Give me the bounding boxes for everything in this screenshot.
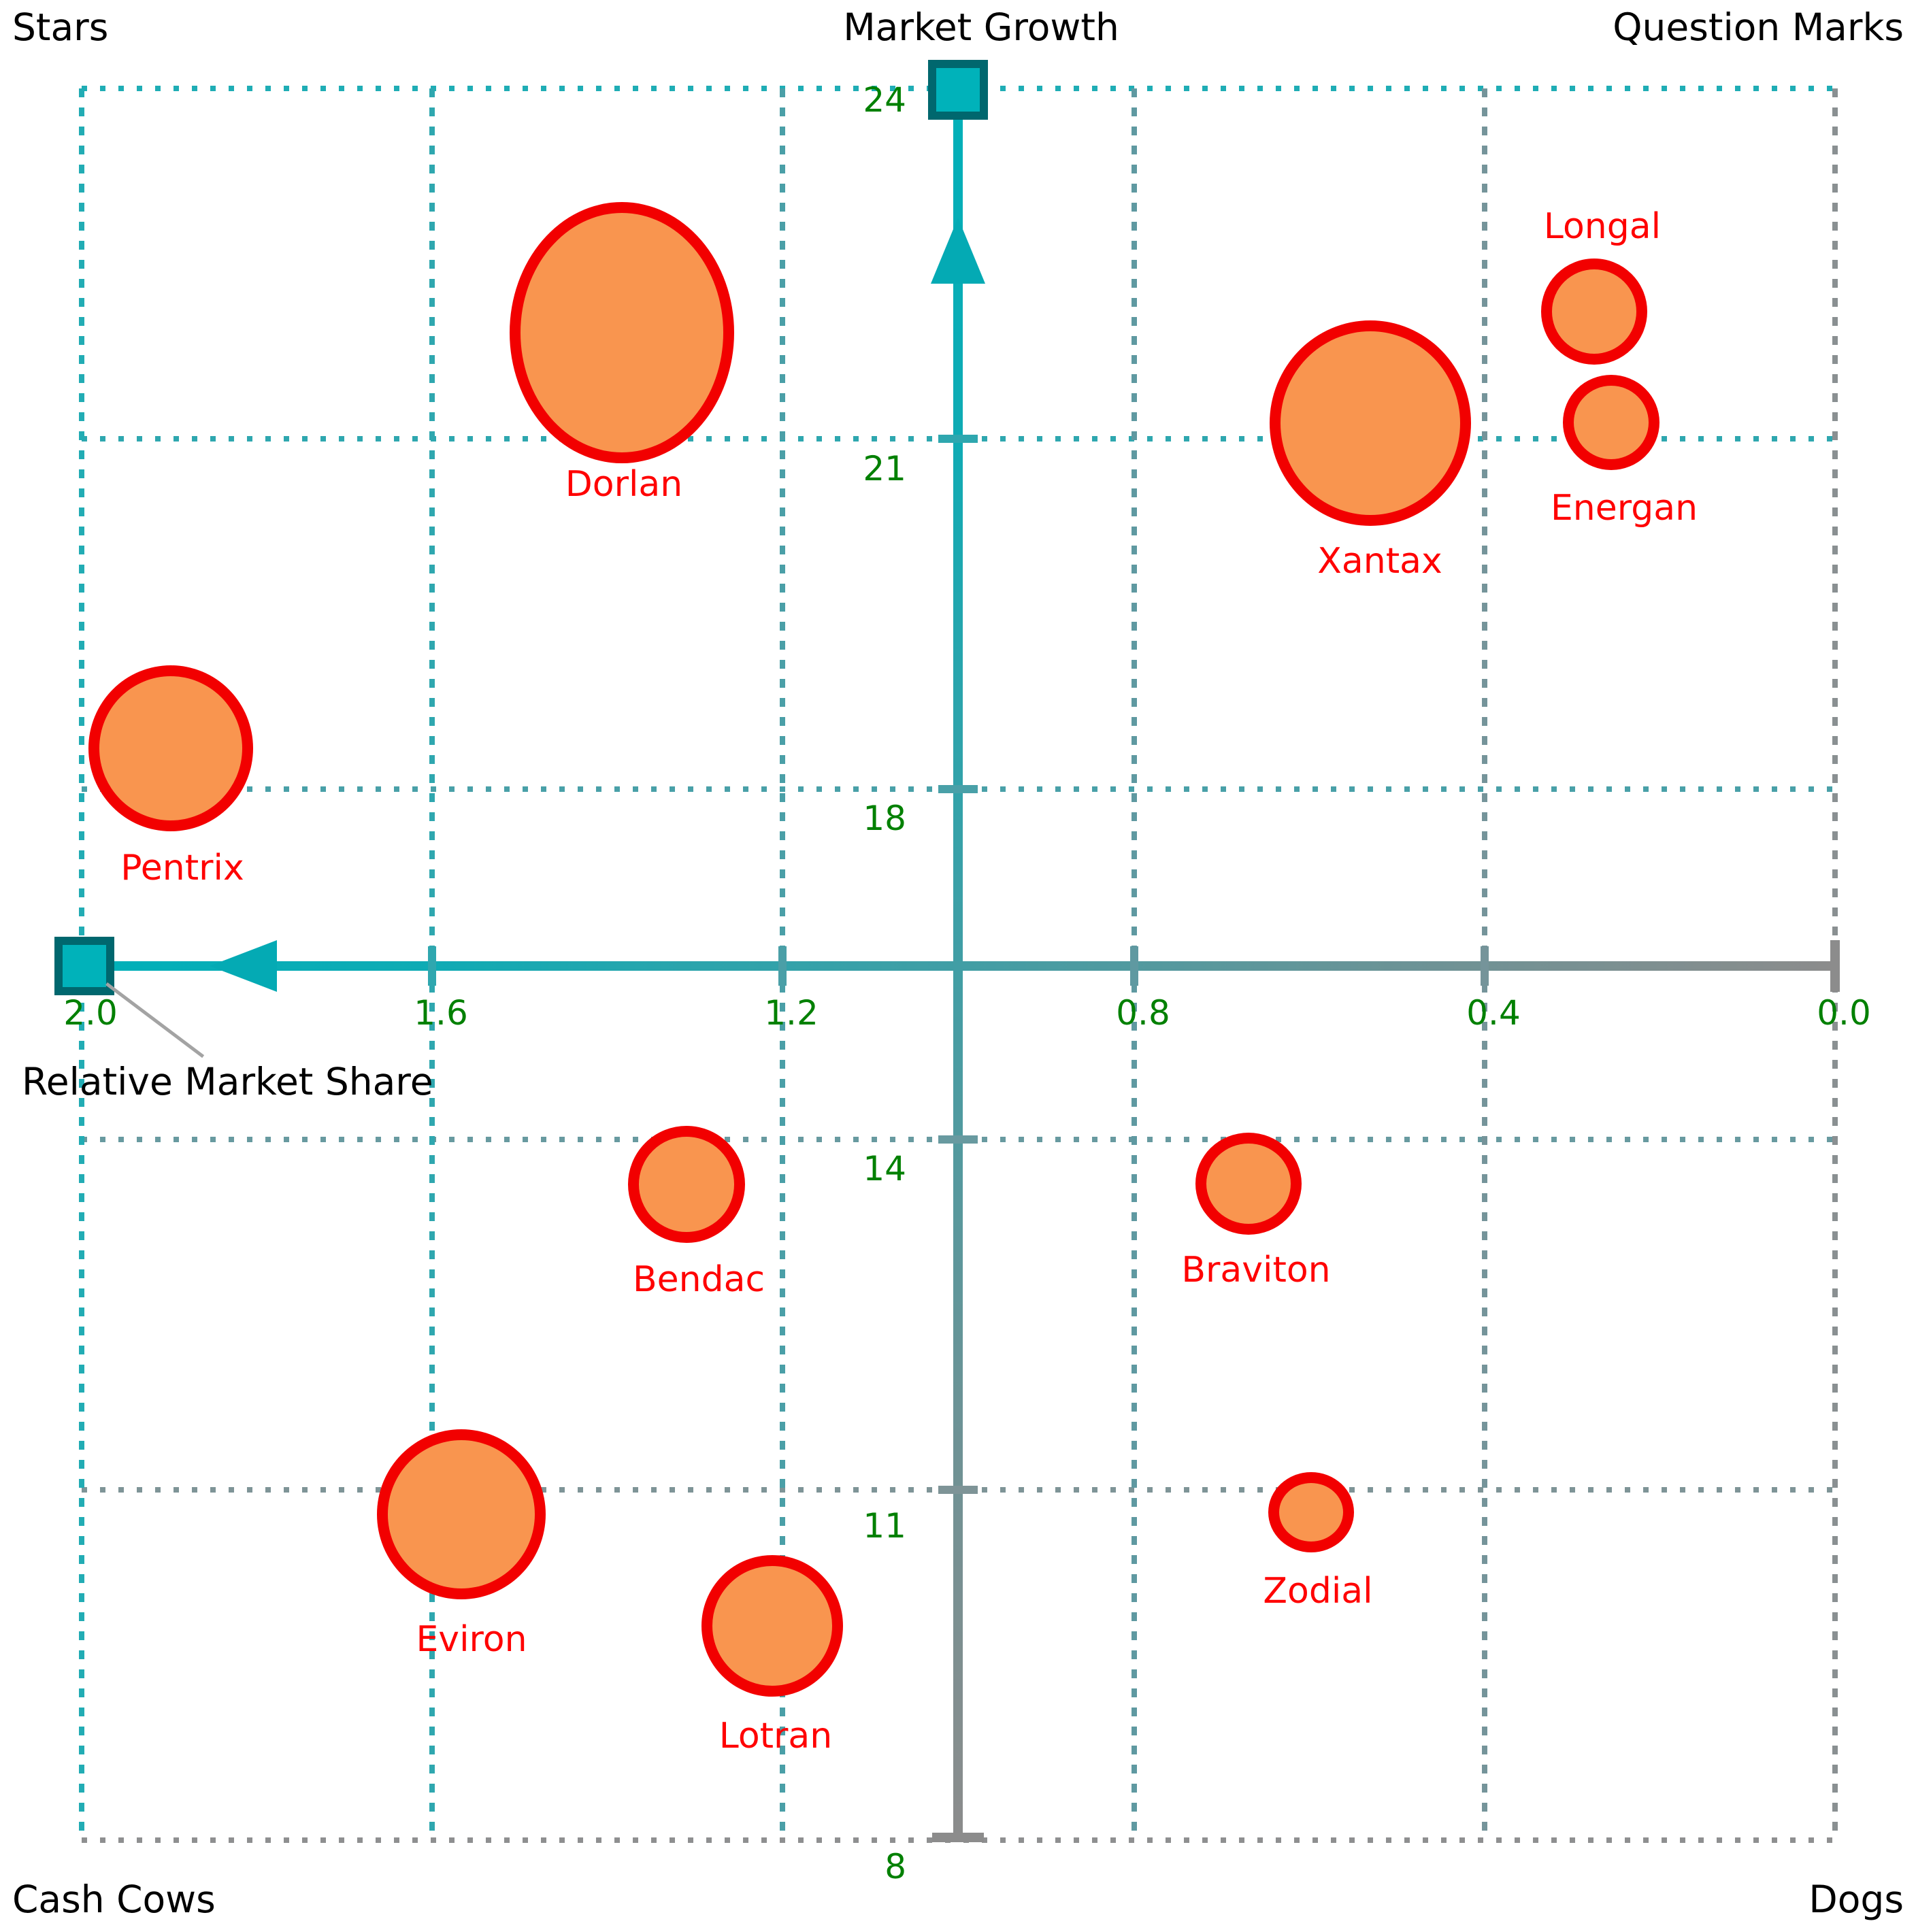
bubble-label-braviton: Braviton <box>1181 1250 1331 1290</box>
bubble-xantax <box>1270 320 1471 526</box>
x-tick-label-1.2: 1.2 <box>764 993 819 1033</box>
bubble-label-zodial: Zodial <box>1263 1571 1373 1612</box>
x-axis-tick-1.6 <box>428 946 436 986</box>
bubble-label-energan: Energan <box>1550 488 1698 529</box>
bubble-label-longal: Longal <box>1543 206 1662 247</box>
x-tick-label-2.0: 2.0 <box>63 993 118 1033</box>
bubble-label-lotran: Lotran <box>718 1716 833 1756</box>
y-tick-label-8: 8 <box>885 1847 906 1886</box>
x-axis-left-marker <box>54 937 114 995</box>
y-axis-tick-14 <box>938 1135 978 1144</box>
bubble-lotran <box>701 1555 843 1697</box>
bubble-label-xantax: Xantax <box>1317 541 1442 582</box>
bubble-longal <box>1541 259 1647 365</box>
x-axis-tick-0.8 <box>1130 946 1138 986</box>
bubble-label-dorlan: Dorlan <box>565 464 683 505</box>
bubble-bendac <box>628 1126 745 1243</box>
y-axis-tick-21 <box>938 435 978 443</box>
x-axis-line <box>82 961 1835 971</box>
x-axis-tick-1.2 <box>778 946 787 986</box>
bubble-energan <box>1563 375 1659 470</box>
bubble-dorlan <box>510 202 734 463</box>
y-tick-label-21: 21 <box>863 449 906 488</box>
callout-line <box>105 982 205 1059</box>
y-axis-end-cap <box>932 1833 984 1842</box>
bubble-zodial <box>1268 1472 1354 1552</box>
bubble-eviron <box>377 1429 546 1599</box>
x-axis-title: Relative Market Share <box>22 1060 433 1103</box>
x-tick-label-0.0: 0.0 <box>1817 993 1871 1033</box>
x-axis-end-cap <box>1830 940 1840 992</box>
y-axis-title: Market Growth <box>843 5 1119 49</box>
y-tick-label-18: 18 <box>863 799 906 838</box>
y-tick-label-24: 24 <box>863 80 906 120</box>
y-tick-label-11: 11 <box>863 1506 906 1546</box>
bubble-label-pentrix: Pentrix <box>120 848 244 888</box>
x-tick-label-0.8: 0.8 <box>1116 993 1170 1033</box>
quadrant-label-dogs: Dogs <box>1808 1878 1904 1921</box>
x-axis-tick-0.4 <box>1481 946 1489 986</box>
y-axis-arrow-icon <box>931 218 985 284</box>
bubble-label-bendac: Bendac <box>632 1259 765 1300</box>
quadrant-label-cash-cows: Cash Cows <box>12 1878 216 1921</box>
bubble-label-eviron: Eviron <box>416 1619 527 1660</box>
y-axis-top-marker <box>928 60 988 120</box>
quadrant-label-question-marks: Question Marks <box>1613 5 1904 49</box>
y-tick-label-14: 14 <box>863 1149 906 1188</box>
x-axis-arrow-icon <box>210 940 277 992</box>
x-tick-label-0.4: 0.4 <box>1466 993 1521 1033</box>
x-tick-label-1.6: 1.6 <box>414 993 468 1033</box>
quadrant-label-stars: Stars <box>12 5 109 49</box>
y-axis-tick-11 <box>938 1486 978 1494</box>
bubble-braviton <box>1195 1133 1302 1235</box>
y-axis-tick-18 <box>938 785 978 793</box>
bubble-pentrix <box>88 665 253 831</box>
